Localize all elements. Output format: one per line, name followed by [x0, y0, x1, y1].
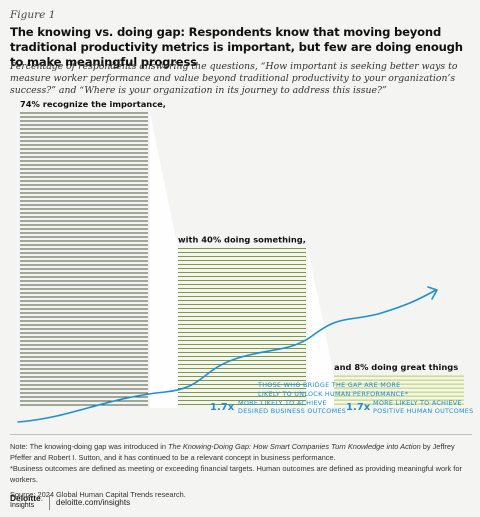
funnel-connector-1	[150, 113, 178, 408]
bar-2	[178, 248, 306, 406]
bar-labels: 74% recognize the importance, with 40% do…	[20, 100, 458, 372]
chart-area: 74% recognize the importance, with 40% do…	[17, 100, 473, 423]
growth-arrow	[17, 286, 438, 423]
bar-3	[334, 375, 464, 405]
notes-divider	[10, 434, 472, 435]
note-1: Note: The knowing-doing gap was introduc…	[10, 442, 455, 462]
notes: Note: The knowing-doing gap was introduc…	[10, 441, 475, 500]
bar-1	[20, 112, 148, 406]
stat2-text-2: POSITIVE HUMAN OUTCOMES	[373, 407, 473, 415]
stat1-text-2: DESIRED BUSINESS OUTCOMES	[238, 407, 346, 415]
stat1-value: 1.7x	[210, 402, 235, 413]
footer: Deloitte. Insights deloitte.com/insights	[10, 492, 130, 512]
growth-arrow-head	[427, 286, 438, 300]
chart-title: The knowing vs. doing gap: Respondents k…	[10, 25, 463, 69]
annotation-line-2: LIKELY TO UNLOCK HUMAN PERFORMANCE*	[258, 390, 408, 398]
stat2-text-1: MORE LIKELY TO ACHIEVE	[373, 399, 462, 407]
chart-subtitle: Percentage of respondents answering the …	[10, 61, 458, 97]
annotation-group: THOSE WHO BRIDGE THE GAP ARE MORE LIKELY…	[210, 381, 473, 415]
bar-label-1: 74% recognize the importance,	[20, 100, 166, 109]
stat1-text-1: MORE LIKELY TO ACHIEVE	[238, 399, 327, 407]
deloitte-insights-logo: Deloitte. Insights	[10, 493, 44, 509]
bar-label-2: with 40% doing something,	[178, 235, 306, 245]
annotation-line-1: THOSE WHO BRIDGE THE GAP ARE MORE	[257, 381, 401, 389]
source: Source: 2024 Global Human Capital Trends…	[10, 490, 186, 499]
note-2: *Business outcomes are defined as meetin…	[10, 464, 462, 484]
bar-label-3: and 8% doing great things	[334, 362, 458, 372]
funnel-shapes	[150, 113, 334, 408]
bars-group	[20, 112, 464, 406]
figure-label: Figure 1	[10, 9, 56, 21]
stat2-value: 1.7x	[346, 402, 371, 413]
growth-arrow-line	[17, 289, 437, 423]
site-link[interactable]: deloitte.com/insights	[56, 497, 131, 507]
footer-separator	[49, 494, 51, 510]
funnel-connector-2	[308, 248, 334, 408]
